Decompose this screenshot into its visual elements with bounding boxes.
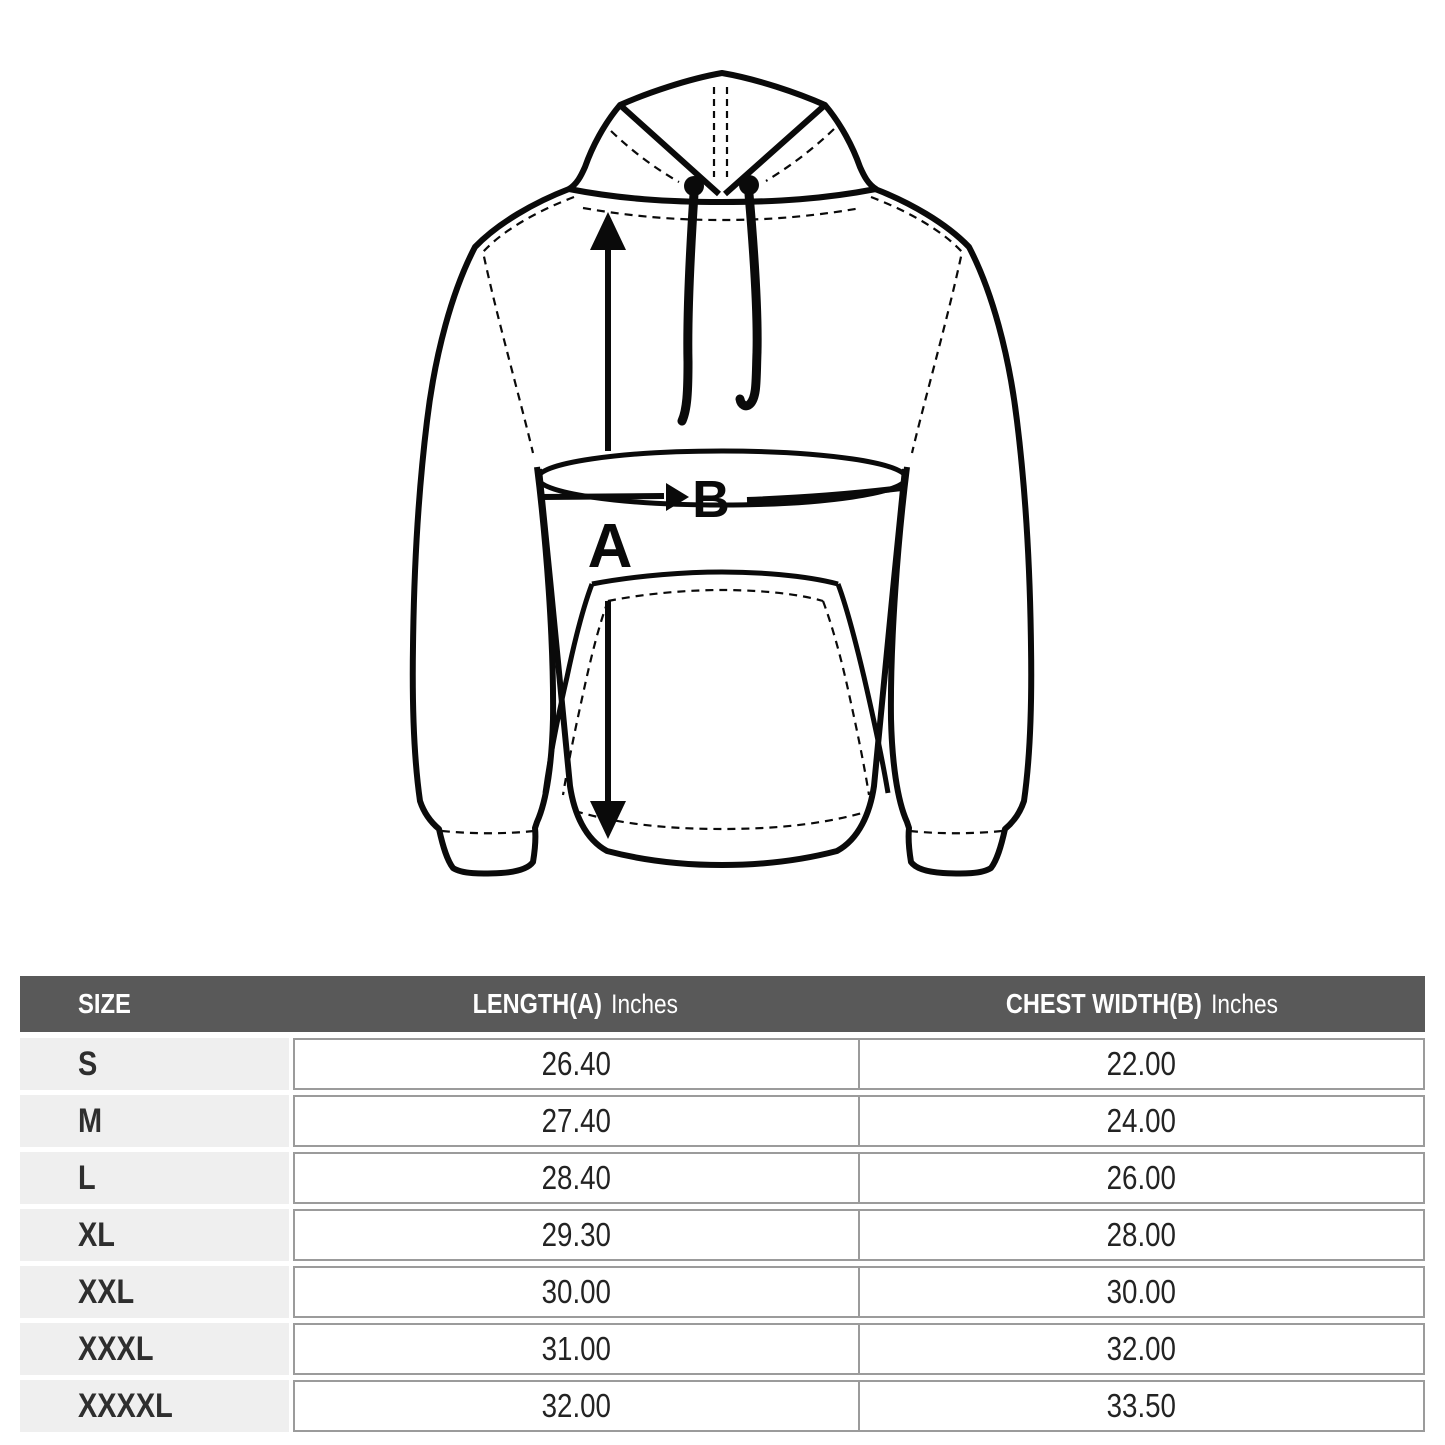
- chest-arrow-label: B: [692, 471, 730, 529]
- chest-cell: 32.00: [860, 1325, 1423, 1373]
- length-value: 29.30: [541, 1216, 612, 1253]
- header-size-label: SIZE: [78, 988, 131, 1019]
- length-arrow-down-head: [590, 801, 626, 839]
- chest-arrow-left-line: [540, 493, 665, 500]
- chest-cell: 28.00: [860, 1211, 1423, 1259]
- size-label: M: [78, 1101, 103, 1140]
- length-value: 30.00: [541, 1273, 612, 1310]
- table-row: S 26.40 22.00: [20, 1038, 1425, 1090]
- row-values: 31.00 32.00: [293, 1323, 1425, 1375]
- hem-seam-dashed: [574, 809, 870, 831]
- body-outline: [536, 468, 908, 868]
- size-cell: XXXXL: [20, 1380, 289, 1432]
- table-row: XL 29.30 28.00: [20, 1209, 1425, 1261]
- size-label: L: [78, 1158, 96, 1197]
- size-cell: XXL: [20, 1266, 289, 1318]
- length-cell: 29.30: [295, 1211, 860, 1259]
- chest-cell: 30.00: [860, 1268, 1423, 1316]
- cuff-seams-dashed: [441, 829, 1003, 835]
- row-values: 30.00 30.00: [293, 1266, 1425, 1318]
- length-value: 28.40: [541, 1159, 612, 1196]
- row-values: 27.40 24.00: [293, 1095, 1425, 1147]
- chest-cell: 22.00: [860, 1040, 1423, 1088]
- chest-value: 30.00: [1106, 1273, 1177, 1310]
- length-arrow-up-head: [590, 212, 626, 250]
- chest-value: 22.00: [1106, 1045, 1177, 1082]
- header-length-unit: Inches: [611, 989, 679, 1019]
- length-value: 26.40: [541, 1045, 612, 1082]
- size-label: XXL: [78, 1272, 135, 1311]
- row-values: 28.40 26.00: [293, 1152, 1425, 1204]
- row-values: 32.00 33.50: [293, 1380, 1425, 1432]
- hood: [566, 70, 879, 426]
- chest-value: 24.00: [1106, 1102, 1177, 1139]
- hood-v-opening: [617, 102, 827, 197]
- chest-arrow-right-line: [746, 485, 903, 503]
- length-arrow-label: A: [588, 512, 633, 581]
- size-cell: XL: [20, 1209, 289, 1261]
- table-row: M 27.40 24.00: [20, 1095, 1425, 1147]
- raglan-seam-left-dashed: [481, 195, 575, 454]
- chest-arrow-right-head: [666, 483, 689, 511]
- row-values: 29.30 28.00: [293, 1209, 1425, 1261]
- length-cell: 28.40: [295, 1154, 860, 1202]
- hood-panel-seams-dashed: [610, 128, 835, 183]
- length-value: 32.00: [541, 1387, 612, 1424]
- sleeves: [409, 186, 1035, 877]
- grommet-left: [684, 176, 704, 196]
- row-values: 26.40 22.00: [293, 1038, 1425, 1090]
- header-length: LENGTH(A) Inches: [293, 976, 858, 1032]
- size-cell: S: [20, 1038, 289, 1090]
- chest-cell: 33.50: [860, 1382, 1423, 1430]
- header-size: SIZE: [78, 976, 140, 1032]
- header-chest-label: CHEST WIDTH(B): [1005, 988, 1202, 1019]
- body: [536, 468, 908, 868]
- drawstring-right: [735, 189, 762, 411]
- header-length-label: LENGTH(A): [472, 988, 603, 1019]
- hoodie-measurement-diagram: A B: [409, 70, 1035, 877]
- length-value: 31.00: [541, 1330, 612, 1367]
- size-label: XXXXL: [78, 1386, 173, 1425]
- sleeve-right-outline: [873, 186, 1035, 877]
- drawstring-left: [677, 189, 699, 426]
- size-table: SIZE LENGTH(A) Inches CHEST WIDTH(B) Inche…: [20, 976, 1425, 1437]
- length-cell: 31.00: [295, 1325, 860, 1373]
- table-row: L 28.40 26.00: [20, 1152, 1425, 1204]
- header-chest-unit: Inches: [1210, 989, 1278, 1019]
- length-value: 27.40: [541, 1102, 612, 1139]
- size-cell: L: [20, 1152, 289, 1204]
- chest-cell: 24.00: [860, 1097, 1423, 1145]
- header-chest: CHEST WIDTH(B) Inches: [858, 976, 1425, 1032]
- size-label: S: [78, 1044, 98, 1083]
- table-header-row: SIZE LENGTH(A) Inches CHEST WIDTH(B) Inche…: [20, 976, 1425, 1032]
- hood-back-seam-dashed: [712, 87, 729, 177]
- length-cell: 32.00: [295, 1382, 860, 1430]
- size-cell: M: [20, 1095, 289, 1147]
- pocket-outline: [542, 569, 891, 794]
- table-row: XXXL 31.00 32.00: [20, 1323, 1425, 1375]
- size-label: XXXL: [78, 1329, 154, 1368]
- table-row: XXL 30.00 30.00: [20, 1266, 1425, 1318]
- measurements: A B: [535, 212, 909, 839]
- size-cell: XXXL: [20, 1323, 289, 1375]
- collar-seam-dashed: [582, 206, 862, 222]
- chest-value: 32.00: [1106, 1330, 1177, 1367]
- pocket-seam-dashed: [561, 588, 871, 796]
- chest-value: 26.00: [1106, 1159, 1177, 1196]
- grommet-right: [739, 175, 759, 195]
- length-cell: 27.40: [295, 1097, 860, 1145]
- table-row: XXXXL 32.00 33.50: [20, 1380, 1425, 1432]
- chest-cell: 26.00: [860, 1154, 1423, 1202]
- length-cell: 30.00: [295, 1268, 860, 1316]
- chest-girth-ellipse: [535, 448, 909, 508]
- length-cell: 26.40: [295, 1040, 860, 1088]
- raglan-seam-right-dashed: [870, 195, 964, 454]
- chest-value: 33.50: [1106, 1387, 1177, 1424]
- hood-outline: [566, 70, 879, 205]
- size-label: XL: [78, 1215, 115, 1254]
- chest-value: 28.00: [1106, 1216, 1177, 1253]
